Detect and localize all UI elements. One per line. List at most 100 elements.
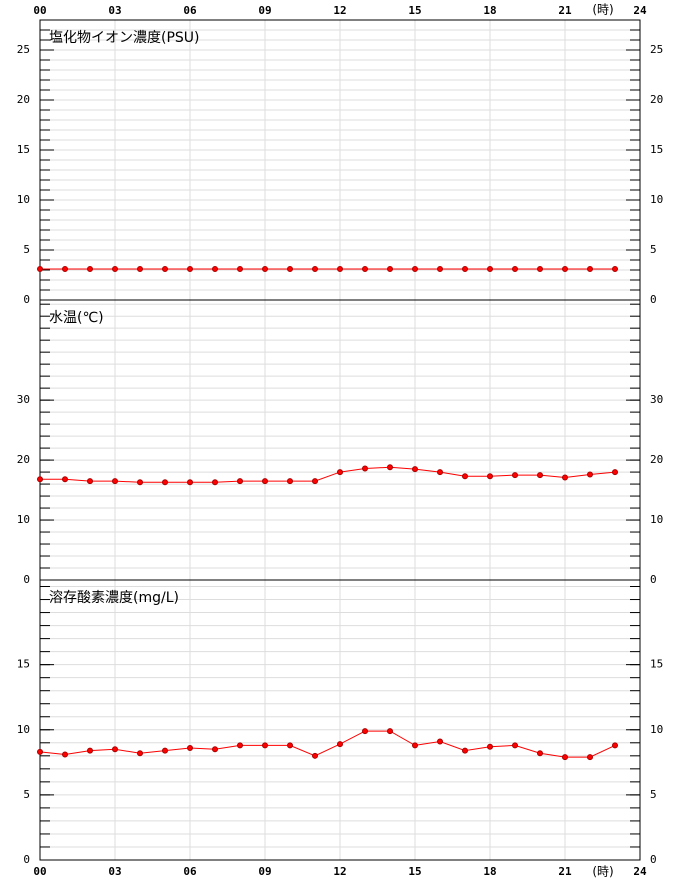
data-point [37, 476, 43, 483]
data-point [112, 266, 118, 272]
y-tick-label: 25 [17, 43, 30, 56]
data-point [512, 472, 518, 479]
data-point [362, 465, 368, 472]
y-tick-label: 15 [17, 658, 30, 671]
data-point [87, 478, 93, 485]
data-point [112, 478, 118, 485]
y-tick-label: 20 [17, 93, 30, 106]
y-tick-label: 0 [650, 573, 657, 586]
panel-title: 塩化物イオン濃度(PSU) [49, 30, 200, 46]
data-point [587, 754, 593, 761]
x-tick-label: 18 [483, 4, 496, 17]
data-point [62, 266, 68, 272]
y-tick-label: 0 [23, 853, 30, 866]
x-tick-label: 12 [333, 4, 346, 17]
data-point [562, 266, 568, 272]
data-point [112, 746, 118, 753]
x-tick-label: 18 [483, 865, 496, 878]
data-point [612, 469, 618, 476]
data-point [312, 478, 318, 485]
x-tick-label: 21 [558, 4, 572, 17]
data-point [487, 266, 493, 272]
data-point [412, 742, 418, 749]
data-point [412, 466, 418, 473]
y-tick-label: 30 [17, 393, 30, 406]
x-tick-label: 06 [183, 4, 197, 17]
data-point [312, 752, 318, 759]
y-tick-label: 10 [650, 193, 663, 206]
x-tick-label: 24 [633, 4, 647, 17]
data-point [612, 742, 618, 749]
data-point [287, 266, 293, 272]
data-point [37, 266, 43, 272]
data-point [62, 476, 68, 483]
data-point [587, 471, 593, 478]
x-tick-label: 09 [258, 4, 271, 17]
x-tick-label: 15 [408, 4, 421, 17]
x-tick-label: 03 [108, 4, 121, 17]
x-tick-label: 03 [108, 865, 121, 878]
y-tick-label: 30 [650, 393, 663, 406]
data-point [537, 472, 543, 479]
y-tick-label: 15 [650, 143, 663, 156]
data-point [512, 266, 518, 272]
panel-title: 水温(℃) [49, 310, 104, 326]
data-point [287, 742, 293, 749]
y-tick-label: 5 [650, 243, 657, 256]
x-tick-label: 21 [558, 865, 572, 878]
data-point [237, 742, 243, 749]
y-tick-label: 25 [650, 43, 663, 56]
x-tick-label: 00 [33, 865, 46, 878]
x-tick-label: 12 [333, 865, 346, 878]
x-tick-label: 06 [183, 865, 197, 878]
data-point [237, 266, 243, 272]
y-tick-label: 0 [23, 573, 30, 586]
y-tick-label: 20 [17, 453, 30, 466]
data-point [437, 738, 443, 745]
y-tick-label: 10 [17, 723, 30, 736]
data-point [187, 745, 193, 751]
y-tick-label: 5 [23, 243, 30, 256]
y-tick-label: 15 [17, 143, 30, 156]
data-point [387, 464, 393, 471]
data-point [262, 742, 268, 749]
x-axis-unit: (時) [592, 865, 613, 879]
data-point [87, 747, 93, 754]
data-point [337, 266, 343, 272]
y-tick-label: 0 [23, 293, 30, 306]
y-tick-label: 10 [650, 513, 663, 526]
y-tick-label: 10 [17, 513, 30, 526]
data-point [462, 266, 468, 272]
data-point [487, 743, 493, 750]
x-tick-label: 09 [258, 865, 271, 878]
panel-title: 溶存酸素濃度(mg/L) [49, 590, 179, 606]
data-point [37, 748, 43, 755]
data-point [562, 474, 568, 481]
y-tick-label: 10 [650, 723, 663, 736]
data-line [40, 466, 616, 483]
data-point [337, 469, 343, 476]
data-line [39, 730, 616, 758]
data-point [87, 266, 93, 272]
panel-frame [39, 579, 641, 861]
data-point [487, 473, 493, 480]
y-tick-label: 15 [650, 658, 663, 671]
data-point [62, 751, 68, 758]
y-tick-label: 20 [650, 453, 663, 466]
data-point [587, 266, 593, 272]
data-point [412, 266, 418, 272]
y-tick-label: 5 [23, 788, 30, 801]
x-tick-label: 15 [408, 865, 421, 878]
data-point [187, 479, 193, 486]
data-point [612, 266, 618, 272]
data-point [362, 728, 368, 735]
y-tick-label: 10 [17, 193, 30, 206]
data-point [537, 750, 543, 757]
data-point [312, 266, 318, 272]
data-point [337, 741, 343, 748]
data-point [462, 747, 468, 754]
data-point [212, 266, 218, 272]
data-point [162, 479, 168, 486]
data-point [512, 742, 518, 749]
data-point [437, 266, 443, 272]
